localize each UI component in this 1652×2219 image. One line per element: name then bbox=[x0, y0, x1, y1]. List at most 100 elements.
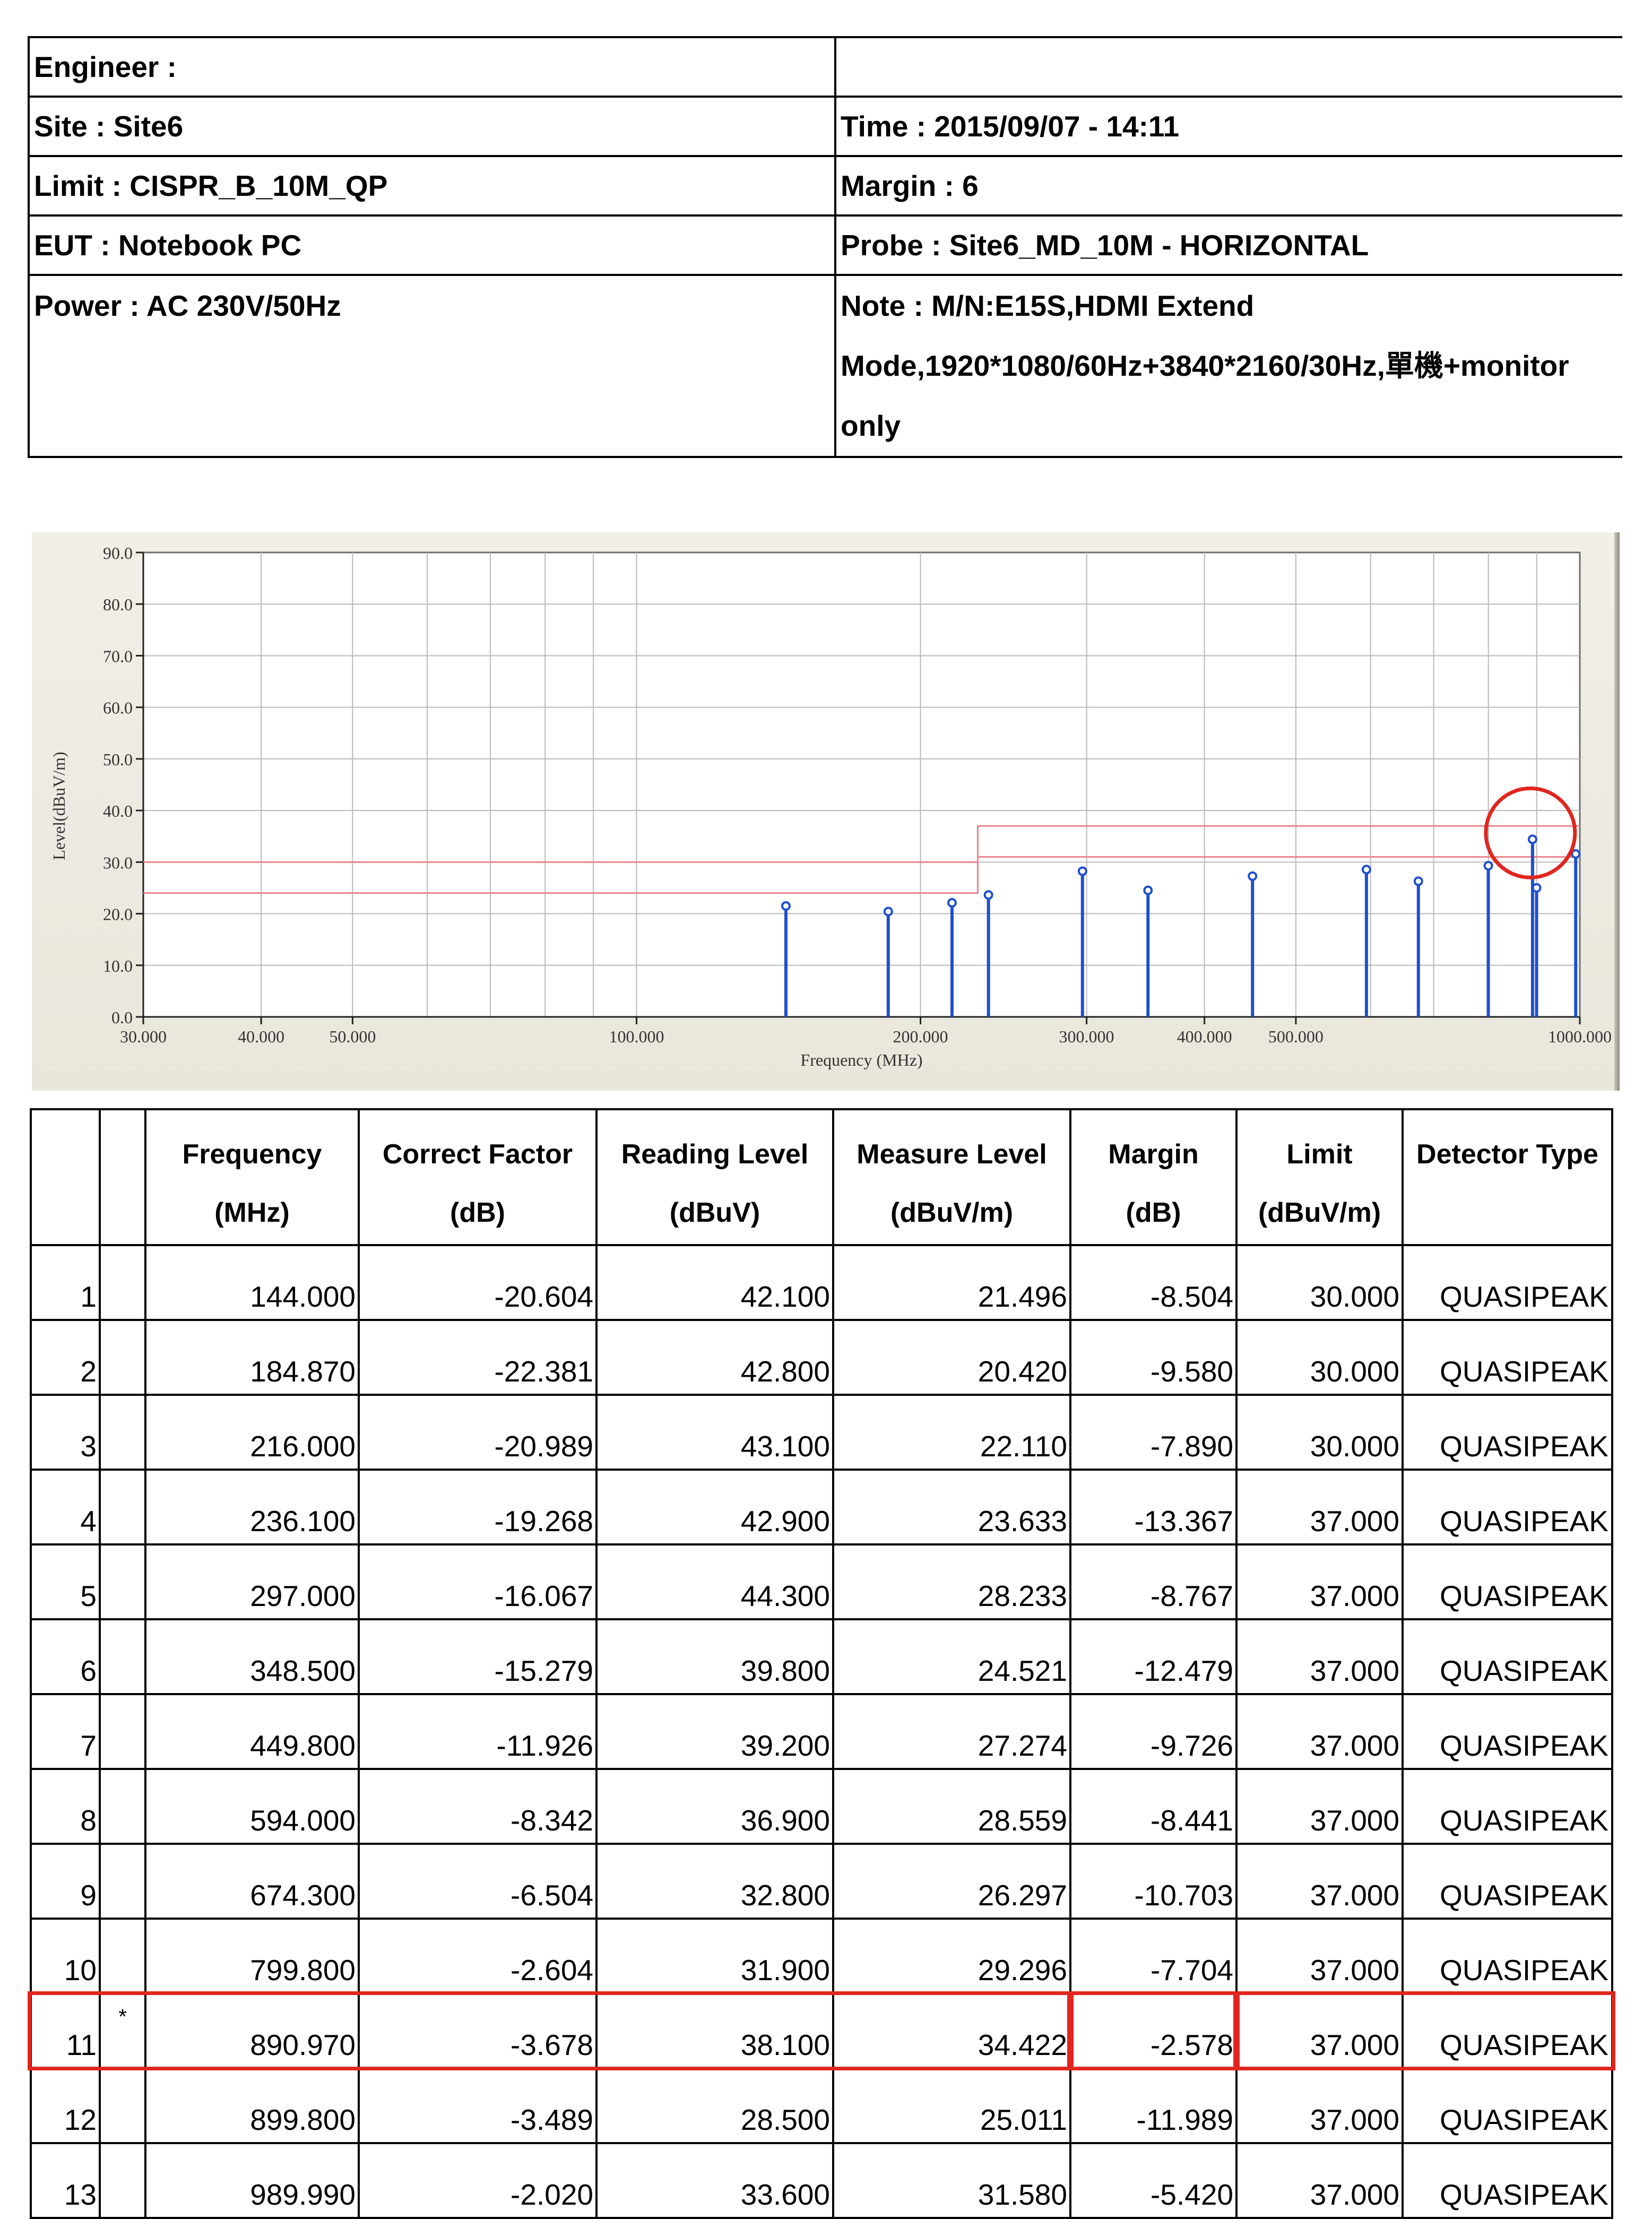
table-cell bbox=[99, 1768, 146, 1845]
table-cell bbox=[99, 1918, 146, 1994]
note-line-2: Mode,1920*1080/60Hz+3840*2160/30Hz,單機+mo… bbox=[841, 349, 1569, 382]
x-axis-label: Frequency (MHz) bbox=[800, 1050, 922, 1069]
table-row: 6 348.500 -15.279 39.800 24.521 -12.479 37.000… bbox=[30, 1618, 1613, 1695]
table-row: 3 216.000 -20.989 43.100 22.110 -7.890 30.000 Q… bbox=[30, 1394, 1613, 1471]
emission-chart-svg: 0.0 10.0 20.0 30.0 40.0 50.0 60.0 70.0 80.0 90.0 3… bbox=[49, 543, 1612, 1069]
y-tick-label: 30.0 bbox=[103, 853, 133, 872]
y-axis-label: Level(dBuV/m) bbox=[49, 752, 68, 860]
table-cell: QUASIPEAK bbox=[1402, 1543, 1613, 1620]
table-cell: 5 bbox=[30, 1543, 101, 1620]
table-cell: 26.297 bbox=[832, 1843, 1071, 1920]
table-cell: 989.990 bbox=[144, 2142, 360, 2219]
table-cell: 37.000 bbox=[1235, 2142, 1404, 2219]
column-header: Limit (dBuV/m) bbox=[1235, 1108, 1404, 1246]
table-cell: 297.000 bbox=[144, 1543, 360, 1620]
table-cell: 7 bbox=[30, 1693, 101, 1770]
table-cell: -10.703 bbox=[1069, 1843, 1238, 1920]
table-cell: 37.000 bbox=[1235, 1918, 1404, 1994]
column-header: Correct Factor (dB) bbox=[358, 1108, 598, 1246]
column-header: Margin (dB) bbox=[1069, 1108, 1238, 1246]
y-tick-label: 60.0 bbox=[103, 698, 133, 718]
table-cell: 22.110 bbox=[832, 1394, 1071, 1471]
y-tick-label: 90.0 bbox=[103, 543, 133, 563]
table-cell: -13.367 bbox=[1069, 1469, 1238, 1545]
table-row: 5 297.000 -16.067 44.300 28.233 -8.767 37.000 Q… bbox=[30, 1543, 1613, 1620]
table-cell: 31.580 bbox=[832, 2142, 1071, 2219]
column-header-unit: (dBuV/m) bbox=[1258, 1197, 1381, 1228]
column-header-title: Measure Level bbox=[857, 1139, 1047, 1170]
table-body: 1 144.000 -20.604 42.100 21.496 -8.504 30.000 Q… bbox=[30, 1244, 1613, 2219]
column-header: Frequency (MHz) bbox=[144, 1108, 360, 1246]
highlight-row-box bbox=[28, 1991, 1074, 2070]
table-cell: 42.100 bbox=[595, 1244, 834, 1321]
info-row-engineer: Engineer : bbox=[28, 36, 1622, 98]
table-row: 7 449.800 -11.926 39.200 27.274 -9.726 37.000 Q… bbox=[30, 1693, 1613, 1770]
emission-chart: 0.0 10.0 20.0 30.0 40.0 50.0 60.0 70.0 80.0 90.0 3… bbox=[32, 532, 1620, 1091]
table-cell: 20.420 bbox=[832, 1319, 1071, 1396]
table-cell: 348.500 bbox=[144, 1618, 360, 1695]
table-cell: 4 bbox=[30, 1469, 101, 1545]
table-cell: 28.233 bbox=[832, 1543, 1071, 1620]
table-cell: 216.000 bbox=[144, 1394, 360, 1471]
measurement-point bbox=[1532, 883, 1542, 893]
table-cell: -22.381 bbox=[358, 1319, 598, 1396]
table-cell: 37.000 bbox=[1235, 1768, 1404, 1845]
measurement-point bbox=[1413, 876, 1423, 886]
test-info-table: Engineer : Site : Site6 Time : 2015/09/0… bbox=[28, 36, 1622, 458]
table-cell: QUASIPEAK bbox=[1402, 1618, 1613, 1695]
column-header-title: Reading Level bbox=[621, 1139, 809, 1170]
table-cell: 236.100 bbox=[144, 1469, 360, 1545]
table-cell: 899.800 bbox=[144, 2067, 360, 2144]
x-tick-label: 500.000 bbox=[1268, 1027, 1324, 1046]
table-row: 2 184.870 -22.381 42.800 20.420 -9.580 30.000 Q… bbox=[30, 1319, 1613, 1396]
column-header-unit: (dB) bbox=[1126, 1197, 1181, 1228]
table-cell: 594.000 bbox=[144, 1768, 360, 1845]
table-cell: 37.000 bbox=[1235, 1469, 1404, 1545]
x-tick-label: 30.000 bbox=[120, 1027, 167, 1046]
x-tick-label: 200.000 bbox=[893, 1027, 948, 1046]
measurement-point bbox=[947, 898, 957, 908]
measurement-point bbox=[781, 901, 791, 911]
table-cell: 37.000 bbox=[1235, 1693, 1404, 1770]
table-cell: 36.900 bbox=[595, 1768, 834, 1845]
measurement-point bbox=[1143, 885, 1153, 895]
table-cell: 30.000 bbox=[1235, 1244, 1404, 1321]
table-cell: -11.926 bbox=[358, 1693, 598, 1770]
table-cell: -2.020 bbox=[358, 2142, 598, 2219]
info-row-power: Power : AC 230V/50Hz Note : M/N:E15S,HDM… bbox=[28, 274, 1622, 458]
table-cell: -20.989 bbox=[358, 1394, 598, 1471]
engineer-label: Engineer : bbox=[28, 36, 836, 98]
table-cell: -7.890 bbox=[1069, 1394, 1238, 1471]
y-tick-label: 0.0 bbox=[111, 1008, 133, 1027]
y-tick-label: 20.0 bbox=[103, 905, 133, 924]
table-row: 8 594.000 -8.342 36.900 28.559 -8.441 37.000 QU… bbox=[30, 1768, 1613, 1845]
table-row: 12 899.800 -3.489 28.500 25.011 -11.989 37.000… bbox=[30, 2067, 1613, 2144]
table-cell: 43.100 bbox=[595, 1394, 834, 1471]
table-cell: 9 bbox=[30, 1843, 101, 1920]
power-field: Power : AC 230V/50Hz bbox=[28, 274, 836, 458]
column-header-title: Detector Type bbox=[1416, 1139, 1598, 1170]
y-tick-label: 80.0 bbox=[103, 595, 133, 614]
table-cell bbox=[99, 1394, 146, 1471]
column-header-unit: (dBuV) bbox=[669, 1197, 760, 1228]
note-line-1: Note : M/N:E15S,HDMI Extend bbox=[841, 289, 1255, 322]
table-cell bbox=[99, 1693, 146, 1770]
table-cell: 42.800 bbox=[595, 1319, 834, 1396]
column-header-unit: (dBuV/m) bbox=[890, 1197, 1014, 1228]
table-cell: 6 bbox=[30, 1618, 101, 1695]
table-cell: -9.726 bbox=[1069, 1693, 1238, 1770]
table-cell: 24.521 bbox=[832, 1618, 1071, 1695]
table-cell: 2 bbox=[30, 1319, 101, 1396]
table-cell: QUASIPEAK bbox=[1402, 1768, 1613, 1845]
table-cell: 37.000 bbox=[1235, 1843, 1404, 1920]
table-header-row: Frequency (MHz) Correct Factor (dB) Reading … bbox=[30, 1108, 1613, 1246]
measurement-table: Frequency (MHz) Correct Factor (dB) Reading … bbox=[30, 1108, 1613, 2219]
measurement-point bbox=[1361, 865, 1371, 875]
table-cell: 10 bbox=[30, 1918, 101, 1994]
column-header-title: Margin bbox=[1108, 1139, 1199, 1170]
table-cell: -6.504 bbox=[358, 1843, 598, 1920]
table-cell: 27.274 bbox=[832, 1693, 1071, 1770]
table-cell bbox=[99, 1319, 146, 1396]
info-row-limit: Limit : CISPR_B_10M_QP Margin : 6 bbox=[28, 155, 1622, 217]
table-cell: -19.268 bbox=[358, 1469, 598, 1545]
